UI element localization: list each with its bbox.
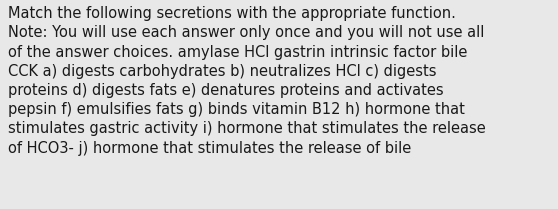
Text: Match the following secretions with the appropriate function.
Note: You will use: Match the following secretions with the … (8, 6, 485, 156)
